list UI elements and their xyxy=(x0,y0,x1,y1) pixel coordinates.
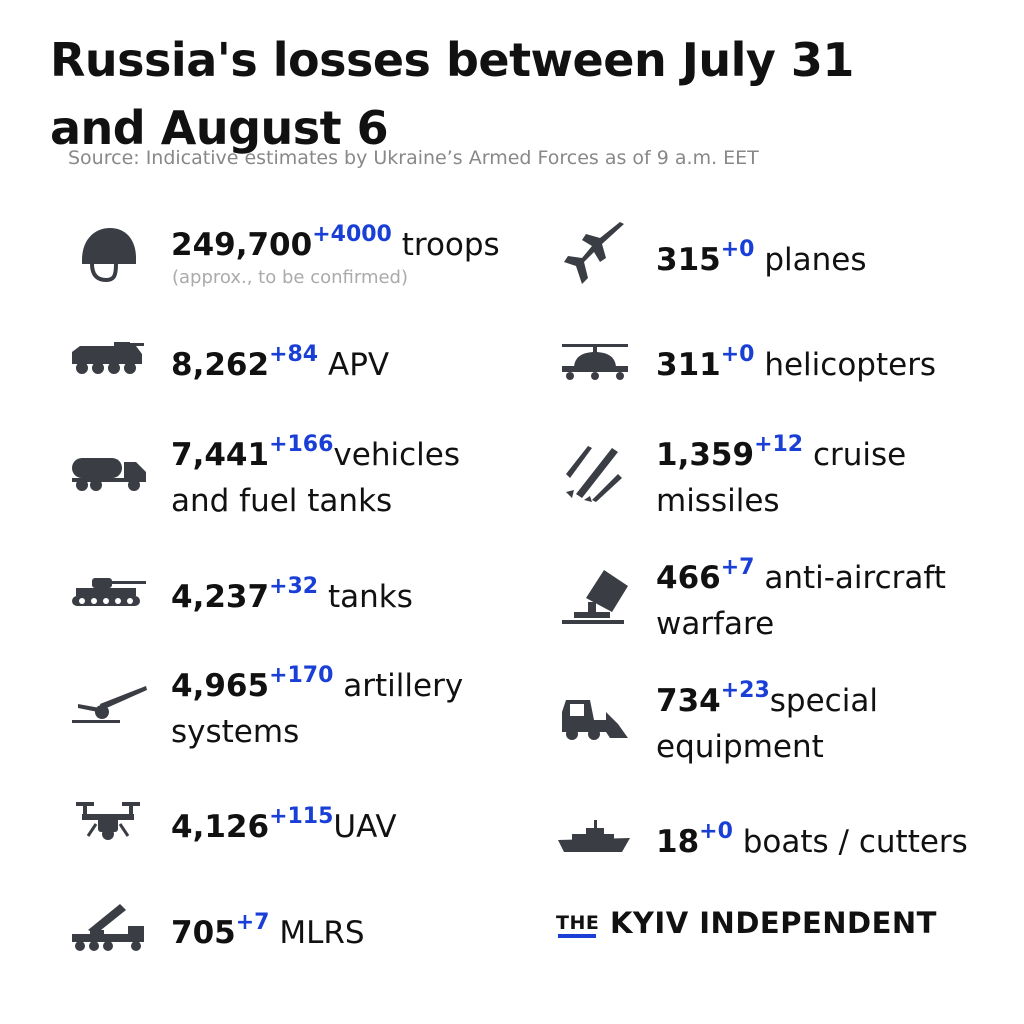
kyiv-independent-logo: THE KYIV INDEPENDENT xyxy=(556,906,937,940)
helmet-icon xyxy=(78,226,140,282)
drone-icon xyxy=(74,800,142,842)
page-title: Russia's losses between July 31 and Augu… xyxy=(50,33,854,155)
missile-icon xyxy=(562,440,626,504)
anti-aircraft-icon xyxy=(560,568,630,626)
ship-icon xyxy=(556,816,632,856)
artillery-icon xyxy=(70,682,148,726)
source-note: Source: Indicative estimates by Ukraine’… xyxy=(68,147,759,169)
bulldozer-icon xyxy=(560,698,630,742)
logo-underline xyxy=(558,934,596,938)
plane-icon xyxy=(562,222,628,286)
mlrs-icon xyxy=(70,900,148,952)
helicopter-icon xyxy=(560,340,630,382)
fuel-truck-icon xyxy=(70,452,148,492)
troops-note: (approx., to be confirmed) xyxy=(172,267,408,288)
apv-icon xyxy=(70,340,146,376)
tank-icon xyxy=(70,574,148,608)
